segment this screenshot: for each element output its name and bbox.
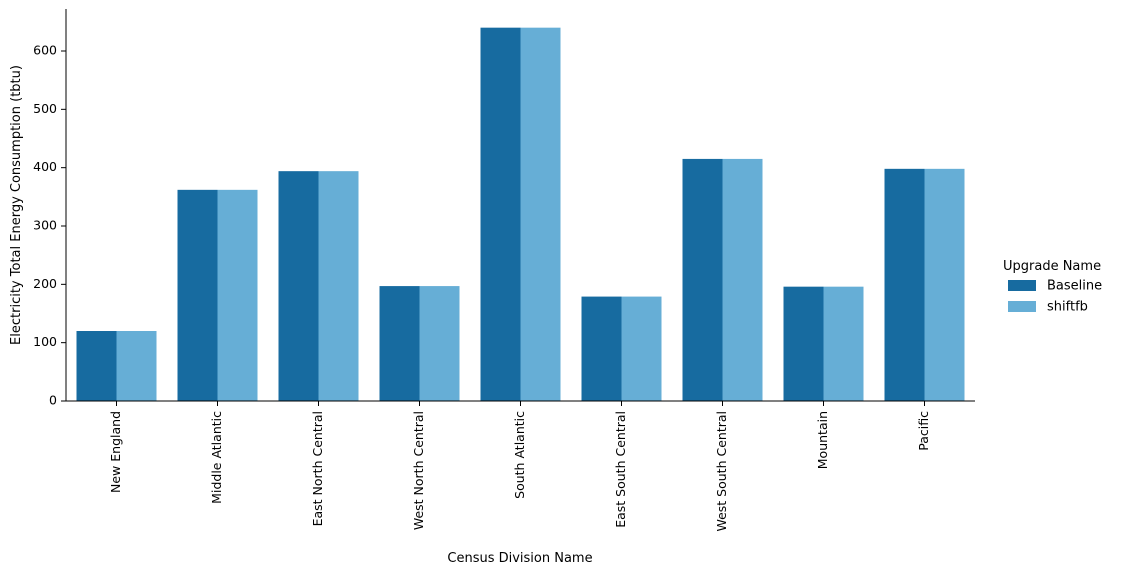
legend-item-shiftfb: shiftfb [1008, 300, 1088, 315]
x-ticks: New England Middle Atlantic East North Cen… [108, 401, 931, 532]
legend-label: shiftfb [1047, 300, 1088, 315]
bars-layer [76, 27, 965, 402]
y-tick-label: 400 [33, 159, 57, 174]
bar-baseline-pacific [884, 168, 925, 401]
x-tick-label: Pacific [916, 411, 931, 451]
bar-baseline-east-south-central [581, 296, 622, 401]
x-tick-label: Mountain [815, 411, 830, 469]
x-tick-label: Middle Atlantic [209, 411, 224, 504]
bar-shiftfb-mountain [823, 286, 864, 401]
legend-label: Baseline [1047, 279, 1102, 294]
y-tick-label: 0 [49, 393, 57, 408]
y-tick-label: 100 [33, 334, 57, 349]
legend-item-baseline: Baseline [1008, 279, 1102, 294]
bar-shiftfb-east-north-central [318, 171, 359, 401]
bar-baseline-west-south-central [682, 158, 723, 401]
bar-shiftfb-new-england [116, 331, 157, 401]
y-tick-label: 500 [33, 101, 57, 116]
x-tick-label: East North Central [310, 411, 325, 526]
x-tick-label: East South Central [613, 411, 628, 528]
legend-swatch [1008, 301, 1036, 312]
bar-shiftfb-west-south-central [722, 158, 763, 401]
bar-baseline-new-england [76, 331, 117, 401]
bar-baseline-mountain [783, 286, 824, 401]
bar-baseline-middle-atlantic [177, 189, 218, 401]
y-tick-label: 200 [33, 276, 57, 291]
bar-shiftfb-south-atlantic [520, 27, 561, 402]
legend-swatch [1008, 280, 1036, 291]
x-tick-label: West South Central [714, 411, 729, 532]
bar-baseline-east-north-central [278, 171, 319, 401]
bar-shiftfb-middle-atlantic [217, 189, 258, 401]
x-tick-label: New England [108, 411, 123, 493]
y-ticks: 0 100 200 300 400 500 600 [33, 43, 66, 408]
bar-baseline-south-atlantic [480, 27, 521, 402]
bar-shiftfb-east-south-central [621, 296, 662, 401]
x-axis-title: Census Division Name [447, 551, 592, 566]
legend-title: Upgrade Name [1003, 259, 1101, 274]
y-tick-label: 300 [33, 218, 57, 233]
x-tick-label: South Atlantic [512, 411, 527, 499]
y-tick-label: 600 [33, 43, 57, 58]
y-axis-title: Electricity Total Energy Consumption (tb… [9, 65, 24, 345]
legend-items: Baseline shiftfb [1008, 279, 1102, 315]
x-tick-label: West North Central [411, 411, 426, 530]
bar-shiftfb-pacific [924, 168, 965, 401]
legend: Upgrade Name Baseline shiftfb [1003, 259, 1102, 315]
bar-shiftfb-west-north-central [419, 286, 460, 401]
bar-baseline-west-north-central [379, 286, 420, 401]
